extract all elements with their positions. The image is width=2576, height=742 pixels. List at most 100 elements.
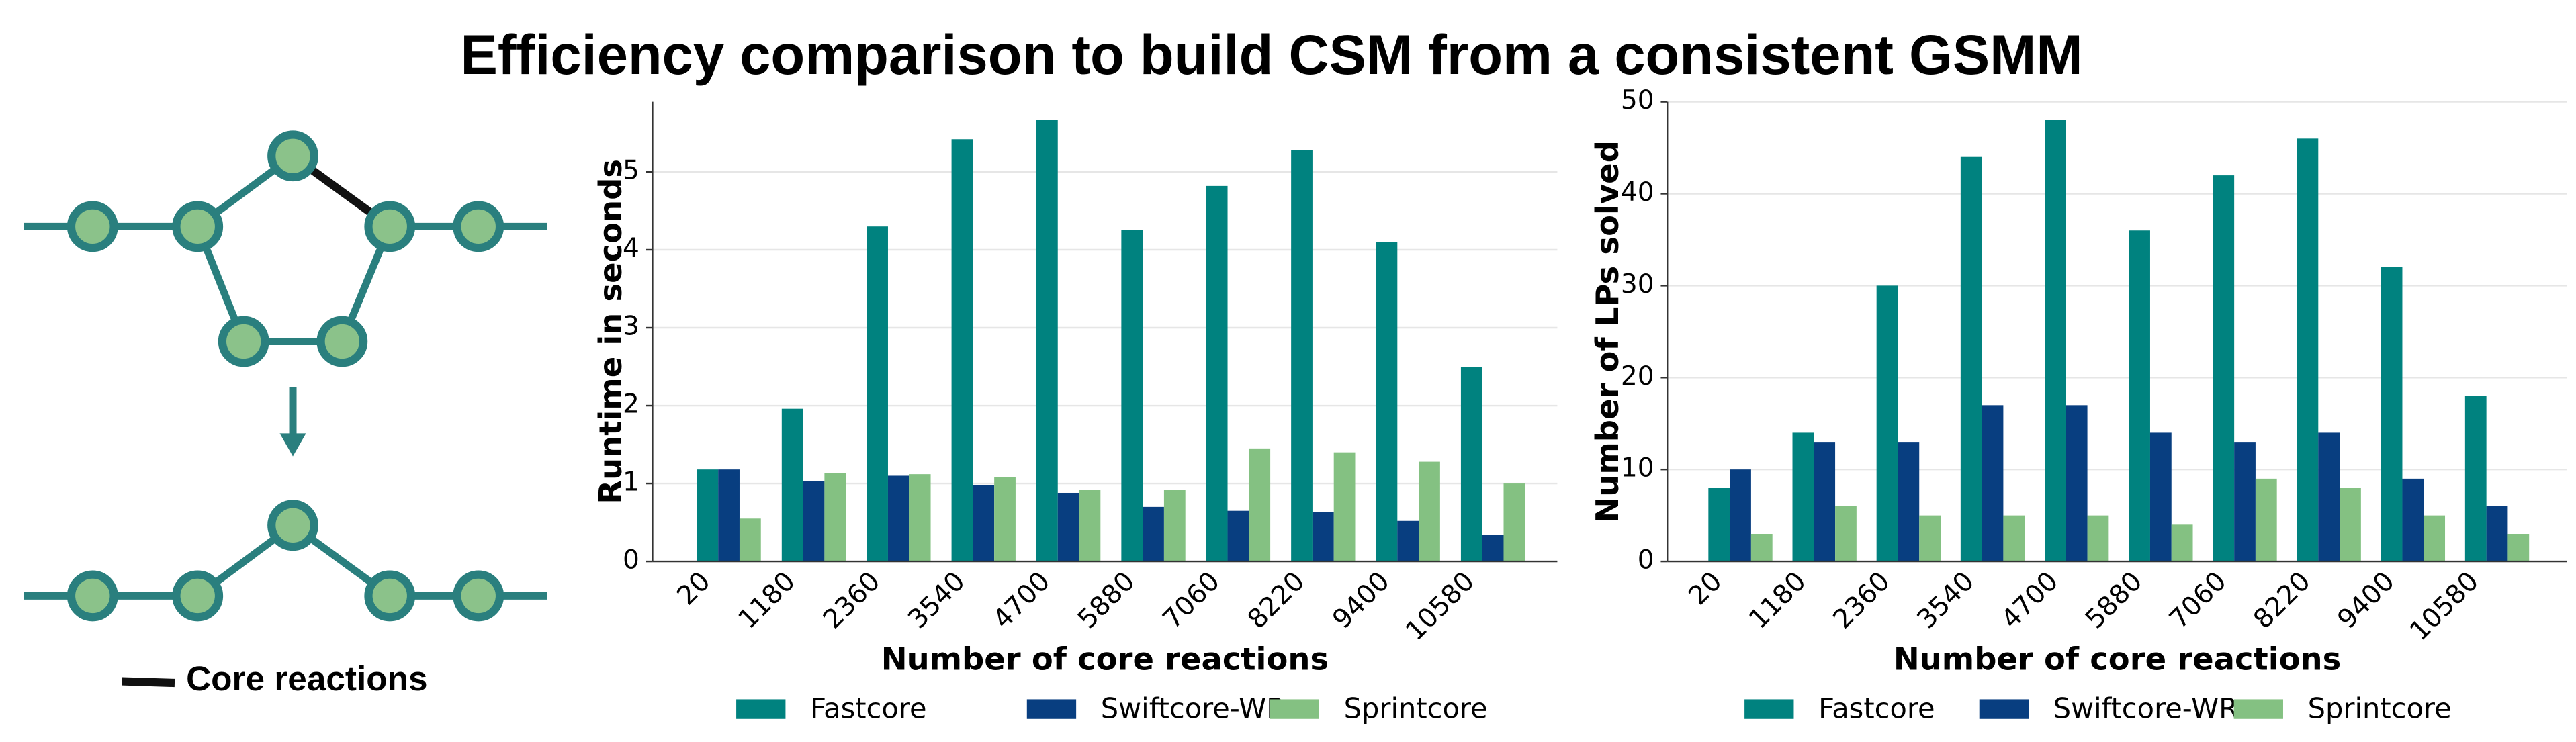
x-tick-label: 8220 [1242,566,1311,635]
legend-swatch [1979,699,2029,719]
bar [1419,461,1440,562]
bar [1057,492,1079,562]
bar [867,226,888,562]
x-tick-label: 3540 [903,566,971,635]
legend-swatch [1270,699,1319,719]
x-tick-label: 10580 [1400,566,1480,647]
bar [2464,396,2487,562]
diagram-legend: Core reactions [186,659,427,698]
bar [909,474,931,562]
bar [2255,478,2277,562]
bar [803,481,825,562]
legend-swatch [1026,699,1077,719]
bar [2424,515,2446,562]
bar [1397,520,1419,562]
y-tick-label: 5 [623,155,639,185]
x-tick-label: 4700 [987,566,1056,635]
bar [718,469,740,562]
legend-swatch [1744,699,1794,719]
bar [2066,405,2088,562]
legend-label: Swiftcore-WR [1101,692,1286,725]
bar [2171,524,2193,562]
x-axis-label: Number of core reactions [1894,641,2341,678]
bar [1750,534,1773,562]
bar [1249,448,1271,562]
bar [1206,185,1228,562]
x-tick-label: 8220 [2248,566,2316,635]
bar [2486,506,2508,562]
bar [1898,442,1920,562]
bar [887,475,909,562]
bar [2129,230,2150,562]
bar [2318,432,2340,562]
legend-label: Fastcore [810,692,926,725]
legend-swatch [2233,699,2283,719]
y-tick-label: 40 [1621,177,1654,207]
bar [824,473,846,562]
x-tick-label: 10580 [2404,566,2485,647]
x-tick-label: 7060 [2164,566,2232,635]
x-tick-label: 20 [1683,566,1728,611]
bar [1960,156,1982,562]
bar [2381,267,2403,562]
y-tick-label: 2 [623,389,639,420]
y-tick-label: 0 [1638,545,1654,575]
bar [1163,490,1186,562]
bar [1036,120,1058,562]
bar [1482,535,1504,562]
bar [697,469,719,562]
y-tick-label: 0 [623,545,639,575]
y-tick-label: 4 [623,234,639,264]
bar [1792,432,1814,562]
figure-title: Efficiency comparison to build CSM from … [461,24,2083,86]
y-tick-label: 20 [1621,361,1654,391]
bar [1333,452,1356,562]
x-tick-label: 7060 [1157,566,1226,635]
bar [1919,515,1941,562]
y-axis-label: Number of LPs solved [1589,140,1626,522]
bar [1814,442,1836,562]
bar [994,477,1016,562]
bar [2340,488,2361,562]
bar [1876,285,1898,562]
bar [739,518,761,562]
bar [951,139,973,562]
bar [2003,515,2025,562]
x-tick-label: 2360 [1828,566,1896,635]
bar [1708,488,1730,562]
x-tick-label: 1180 [733,566,801,635]
x-tick-label: 1180 [1743,566,1812,635]
legend-label: Fastcore [1818,692,1935,725]
network-diagram: Core reactions [24,130,547,698]
x-tick-label: 2360 [817,566,886,635]
y-tick-label: 30 [1621,269,1654,299]
x-tick-label: 5880 [1072,566,1141,635]
bar [1982,405,2004,562]
bar [1291,150,1313,562]
bar [2402,478,2424,562]
bar [1460,367,1482,562]
bar [1503,483,1525,562]
bar [1835,506,1857,562]
x-tick-label: 3540 [1912,566,1980,635]
bar [1730,469,1751,562]
legend-label: Sprintcore [2308,692,2452,725]
bar [1227,510,1249,562]
bar [1312,512,1334,562]
bar [1121,230,1143,562]
x-tick-label: 4700 [1996,566,2064,635]
bar [2149,432,2172,562]
bar [781,408,803,562]
bar [2213,175,2235,562]
bar [2507,534,2530,562]
bar [2045,120,2066,562]
x-axis-label: Number of core reactions [881,641,1329,678]
bar [973,485,995,562]
x-tick-label: 5880 [2080,566,2148,635]
bar [2234,442,2256,562]
y-tick-label: 1 [623,467,639,498]
bar [1143,506,1164,562]
bar [1376,242,1398,562]
y-axis-label: Runtime in seconds [592,159,629,504]
